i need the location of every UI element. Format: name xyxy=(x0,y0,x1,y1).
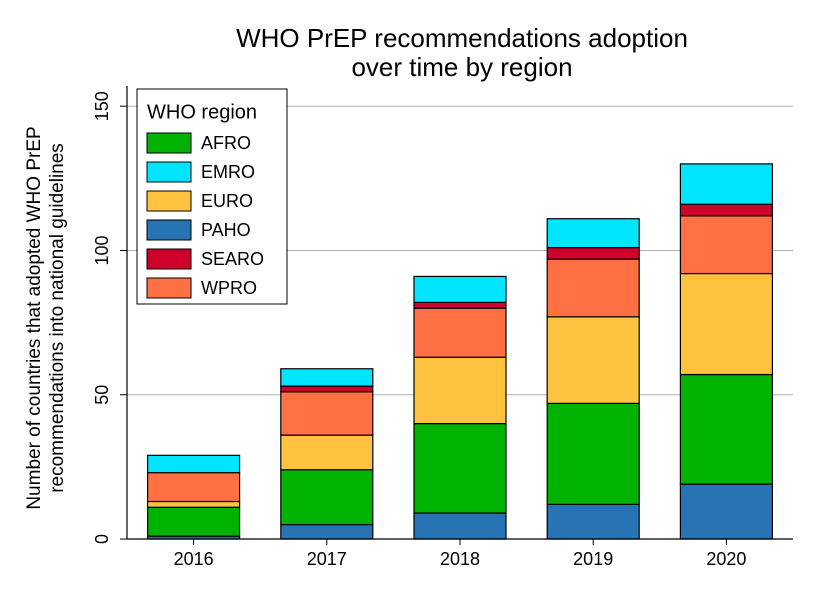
bar-segment xyxy=(280,368,374,387)
bar-segment xyxy=(413,307,507,358)
legend-swatch xyxy=(146,277,192,299)
chart-title: over time by region xyxy=(351,52,572,82)
x-tick-label: 2020 xyxy=(706,549,746,569)
y-tick-label: 0 xyxy=(92,534,112,544)
bar-segment xyxy=(280,434,374,471)
bar-segment xyxy=(413,301,507,309)
bar-segment xyxy=(147,454,241,474)
bar-segment xyxy=(679,272,774,376)
legend-label: PAHO xyxy=(201,220,251,240)
bar-segment xyxy=(147,506,241,537)
y-tick-label-group: 100 xyxy=(92,235,112,265)
bar-segment xyxy=(147,500,241,508)
y-axis-label-line: Number of countries that adopted WHO PrE… xyxy=(24,126,45,509)
chart-title: WHO PrEP recommendations adoption xyxy=(236,23,688,53)
legend-swatch xyxy=(146,219,192,241)
bar-segment xyxy=(546,258,640,318)
bar-segment xyxy=(280,469,374,526)
y-tick-label: 150 xyxy=(92,91,112,121)
legend-title: WHO region xyxy=(147,101,257,123)
legend-swatch xyxy=(146,161,192,183)
x-tick-label: 2019 xyxy=(573,549,613,569)
x-tick-label: 2018 xyxy=(440,549,480,569)
bar-segment xyxy=(679,215,774,275)
bar-segment xyxy=(147,472,241,503)
bar-segment xyxy=(679,483,774,540)
legend-label: AFRO xyxy=(201,133,251,153)
bar-segment xyxy=(280,523,374,540)
y-tick-label-group: 50 xyxy=(92,385,112,405)
legend-label: EMRO xyxy=(201,162,255,182)
bar-segment xyxy=(413,275,507,304)
x-tick-label: 2016 xyxy=(174,549,214,569)
y-axis-label-line: recommendations into national guidelines xyxy=(47,143,68,493)
bar-segment xyxy=(679,373,774,485)
bar-segment xyxy=(280,385,374,393)
y-axis-label: Number of countries that adopted WHO PrE… xyxy=(24,126,68,509)
bar-segment xyxy=(679,163,774,205)
legend-swatch xyxy=(146,190,192,212)
bar-segment xyxy=(546,402,640,505)
y-tick-label-group: 150 xyxy=(92,91,112,121)
bar-segment xyxy=(546,503,640,540)
y-tick-label-group: 0 xyxy=(92,534,112,544)
legend-swatch xyxy=(146,132,192,154)
legend-label: WPRO xyxy=(201,278,257,298)
bar-segment xyxy=(413,422,507,514)
bar-segment xyxy=(280,391,374,436)
legend-label: EURO xyxy=(201,191,253,211)
x-tick-label: 2017 xyxy=(307,549,347,569)
legend-label: SEARO xyxy=(201,249,264,269)
bar-segment xyxy=(546,246,640,260)
bar-segment xyxy=(679,203,774,217)
bar-segment xyxy=(413,512,507,540)
bar-segment xyxy=(413,356,507,425)
bar-segment xyxy=(546,316,640,404)
y-tick-label: 50 xyxy=(92,385,112,405)
bar-segment xyxy=(546,218,640,249)
legend-swatch xyxy=(146,248,192,270)
y-tick-label: 100 xyxy=(92,235,112,265)
